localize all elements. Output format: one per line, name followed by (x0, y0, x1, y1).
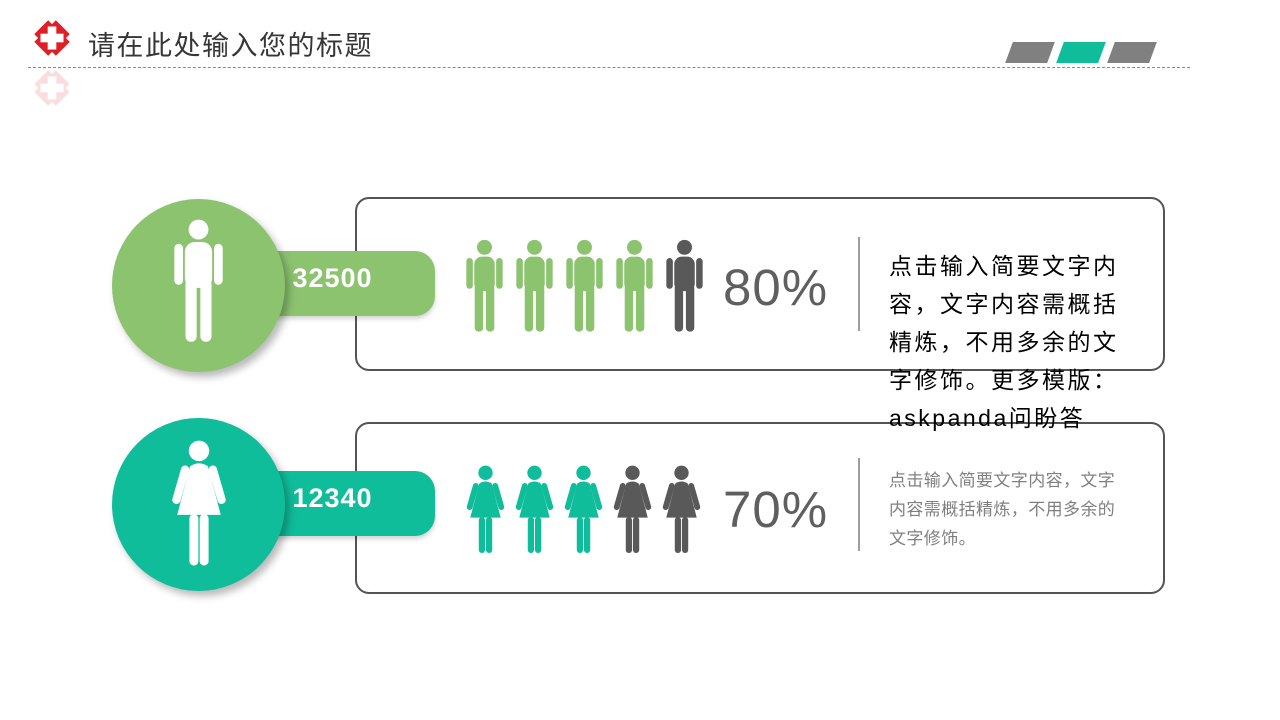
description-line: 字修饰。更多模版： (889, 367, 1119, 393)
female-figure-icon (660, 465, 703, 555)
description-line: askpanda问盼答 (889, 405, 1086, 431)
male-figure-icon (514, 239, 555, 333)
description-line: 点击输入简要文字内容，文字 (889, 471, 1116, 490)
female-figure-icon (562, 465, 605, 555)
female-figure-icon (611, 465, 654, 555)
value-banner-female[interactable]: 12340 (258, 471, 435, 536)
male-figure-icon (171, 219, 226, 343)
male-figure-icon (664, 239, 705, 333)
male-figure-icon (614, 239, 655, 333)
description-male[interactable]: 点击输入简要文字内 容，文字内容需概括 精炼，不用多余的文 字修饰。更多模版： … (889, 247, 1125, 437)
value-label-female: 12340 (292, 483, 373, 513)
header-decor-bars (1005, 42, 1157, 63)
description-female[interactable]: 点击输入简要文字内容，文字 内容需概括精炼，不用多余的 文字修饰。 (889, 466, 1121, 553)
stat-circle-male (112, 199, 285, 372)
slide-title[interactable]: 请在此处输入您的标题 (88, 31, 373, 61)
vertical-divider-female (858, 458, 860, 551)
vertical-divider-male (858, 237, 860, 331)
value-label-male: 32500 (292, 263, 373, 293)
decor-bar-2 (1056, 42, 1106, 63)
percent-label-male[interactable]: 80% (723, 259, 829, 316)
description-line: 精炼，不用多余的文 (889, 329, 1119, 355)
decor-bar-1 (1005, 42, 1055, 63)
logo-reflection (28, 64, 76, 112)
male-figure-icon (564, 239, 605, 333)
description-line: 容，文字内容需概括 (889, 291, 1119, 317)
value-banner-male[interactable]: 32500 (258, 251, 435, 316)
description-line: 内容需概括精炼，不用多余的 (889, 500, 1116, 519)
description-line: 文字修饰。 (889, 529, 976, 548)
percent-label-female[interactable]: 70% (723, 481, 829, 538)
stat-circle-female (112, 418, 285, 591)
pictograph-row-female (464, 465, 703, 555)
female-figure-icon (168, 440, 230, 568)
decor-bar-3 (1107, 42, 1157, 63)
pictograph-row-male (464, 239, 705, 333)
male-figure-icon (464, 239, 505, 333)
header-dashed-divider (28, 67, 1190, 68)
hospital-red-cross-icon (28, 14, 76, 62)
description-line: 点击输入简要文字内 (889, 253, 1119, 279)
female-figure-icon (464, 465, 507, 555)
female-figure-icon (513, 465, 556, 555)
